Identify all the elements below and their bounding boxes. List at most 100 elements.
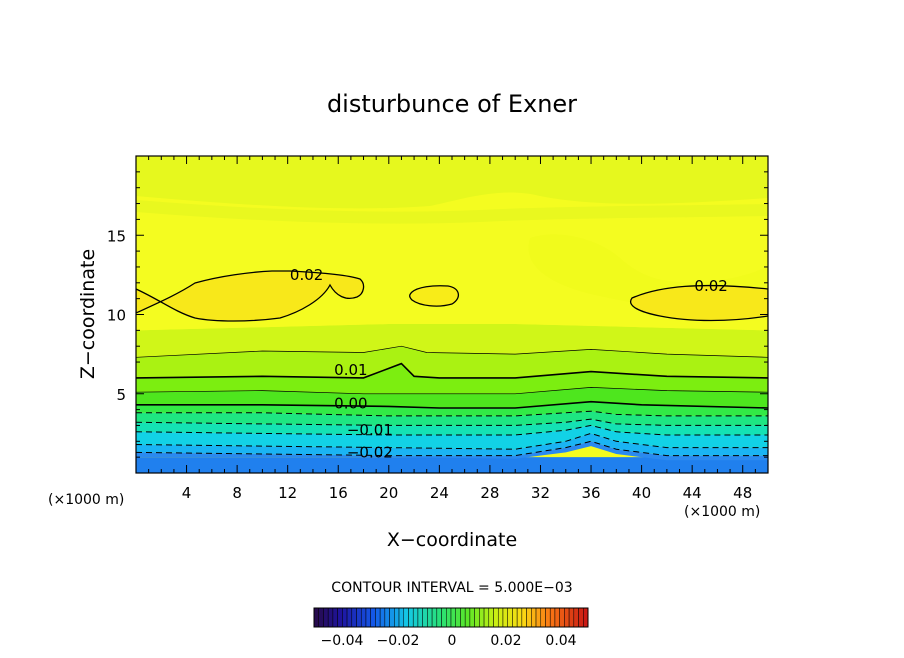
colorbar-cell [351,607,357,628]
contour-label: −0.02 [347,443,393,461]
colorbar-cell [431,607,438,628]
contour-label: 0.02 [290,266,323,284]
colorbar-cell [337,607,343,628]
colorbar-cell [323,607,329,628]
x-tick-label: 16 [329,484,348,502]
contour-line [136,440,768,457]
x-unit-left: (×1000 m) [48,492,124,508]
colorbar [313,607,589,628]
colorbar-cell [545,607,551,628]
contour-lines [136,345,768,457]
x-tick-label: 24 [430,484,449,502]
colorbar-cell [313,607,319,628]
colorbar-cell [573,607,579,628]
colorbar-cell [531,607,537,628]
colorbar-cell [488,607,494,628]
fill-band-level [136,346,768,378]
fill-band-level [136,441,768,461]
colorbar-cell [379,607,386,628]
contour-line [136,418,768,426]
colorbar-cell [455,607,461,628]
chart-title: disturbunce of Exner [327,90,577,118]
contour-line [136,387,768,395]
colorbar-tick-label: −0.04 [321,633,364,649]
colorbar-cell [483,607,490,628]
colorbar-tick-label: 0 [448,633,457,649]
colorbar-cell [549,607,556,628]
colorbar-cell [398,607,405,628]
colorbar-cell [540,607,546,628]
colorbar-cell [408,607,414,628]
colorbar-cell [436,607,442,628]
colorbar-cell [327,607,334,628]
colorbar-cell [469,607,475,628]
colorbar-cell [375,607,381,628]
x-axis-label: X−coordinate [387,529,517,551]
colorbar-cell [554,607,560,628]
x-tick-label: 48 [733,484,752,502]
colorbar-cell [474,607,480,628]
y-axis-label: Z−coordinate [77,249,99,379]
contour-002-center [409,285,459,307]
y-tick-label: 15 [107,227,126,245]
x-tick-label: 28 [480,484,499,502]
contour-line [136,424,768,436]
colorbar-cell [384,607,390,628]
colorbar-cell [346,607,353,628]
x-tick-label: 32 [531,484,550,502]
colorbar-cell [535,607,542,628]
colorbar-cell [441,607,447,628]
x-tick-label: 44 [683,484,702,502]
x-tick-label: 12 [278,484,297,502]
colorbar-cell [497,607,504,628]
colorbar-tick-label: 0.02 [490,633,521,649]
contour-line [136,362,768,379]
colorbar-cell [427,607,433,628]
colorbar-cell [493,607,499,628]
upper-shade-line [136,200,768,224]
upper-light-band [136,156,768,209]
colorbar-cell [521,607,527,628]
colorbar-cell [568,607,575,628]
colorbar-tick-label: 0.04 [545,633,576,649]
contour-label: 0.01 [334,361,367,379]
colorbar-cell [479,607,485,628]
colorbar-cell [502,607,508,628]
x-tick-label: 36 [581,484,600,502]
x-tick-label: 8 [232,484,242,502]
contour-line [136,345,768,358]
contour-label: −0.01 [347,421,393,439]
fill-band-level [136,425,768,450]
colorbar-cell [450,607,456,628]
colorbar-cell [460,607,466,628]
colorbar-cell [446,607,452,628]
colorbar-cell [422,607,428,628]
plot-area: 0.020.020.010.00−0.01−0.02 4 8 12 16 20 24 28 3… [107,155,769,502]
colorbar-cell [512,607,518,628]
colorbar-cell [403,607,409,628]
contour-002-left [136,270,365,322]
colorbar-cell [394,607,400,628]
colorbar-cell [559,607,565,628]
colorbar-cell [583,607,589,628]
contour-002-lines [136,270,768,322]
colorbar-cell [526,607,532,628]
fill-band-level [136,324,768,358]
y-tick-label: 10 [107,307,126,325]
colorbar-cell [360,607,367,628]
colorbar-tick-label: −0.02 [377,633,420,649]
colorbar-cell [417,607,423,628]
contour-label: 0.02 [694,277,727,295]
contour-line [136,410,768,417]
colorbar-cell [464,607,471,628]
y-axis-ticks: 5 10 15 [107,155,768,474]
colorbar-cell [564,607,570,628]
colorbar-cell [365,607,371,628]
fill-bottom-band [136,457,768,473]
contour-label: 0.00 [334,394,367,412]
colorbar-frame [313,607,589,628]
contour-labels: 0.02 0.02 0.01 0.00 −0.01 −0.02 [290,266,728,462]
fill-band-level [136,411,768,426]
